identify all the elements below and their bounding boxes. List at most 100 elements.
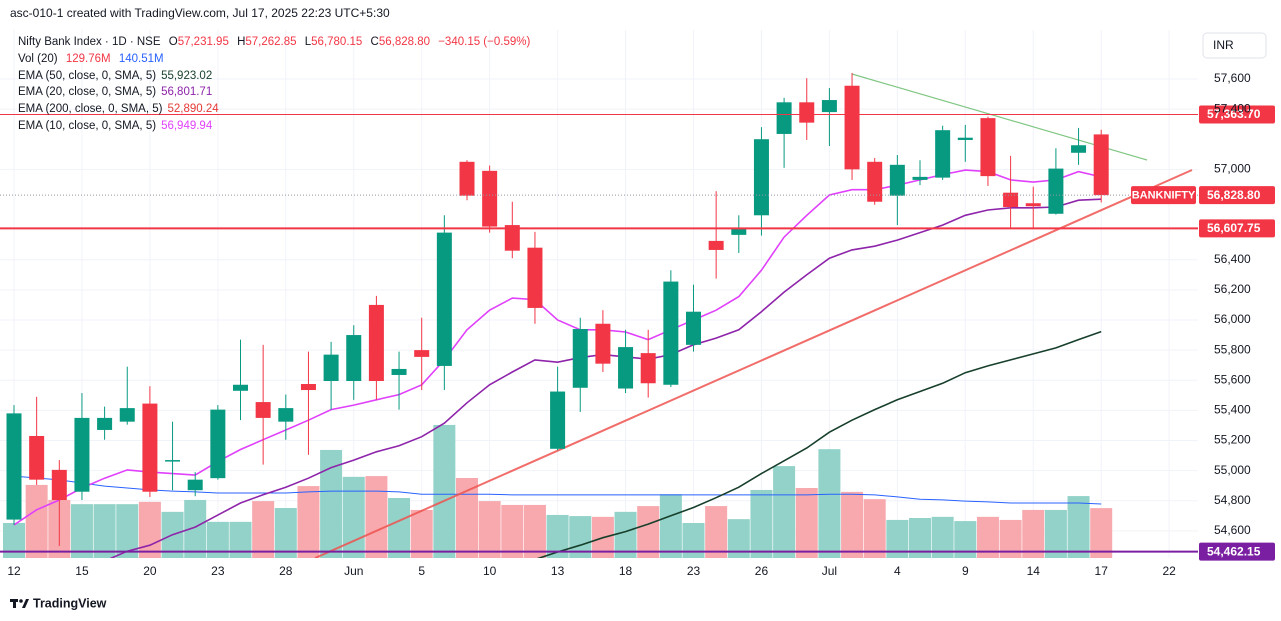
candle-body bbox=[708, 240, 724, 250]
change: −340.15 (−0.59%) bbox=[438, 36, 531, 48]
ohlc-value: 56,780.15 bbox=[311, 36, 363, 48]
x-tick-label: Jun bbox=[344, 564, 363, 578]
candle-body bbox=[391, 368, 407, 375]
volume-bar bbox=[886, 519, 909, 558]
volume-bar bbox=[410, 509, 433, 558]
currency[interactable]: INR bbox=[1213, 38, 1234, 52]
volume-bar bbox=[523, 504, 546, 558]
volume-bar bbox=[818, 449, 841, 558]
volume-bar bbox=[909, 518, 931, 558]
price-label-box bbox=[1199, 105, 1275, 124]
volume-bar bbox=[501, 504, 524, 558]
volume-bar bbox=[478, 501, 501, 558]
candle-body bbox=[731, 228, 747, 235]
candle-body bbox=[618, 347, 634, 389]
candle-body bbox=[1025, 203, 1041, 207]
y-tick-label: 56,200 bbox=[1214, 282, 1251, 296]
volume bbox=[3, 424, 1113, 558]
x-tick-label: Jul bbox=[822, 564, 837, 578]
x-tick-label: 9 bbox=[962, 564, 969, 578]
candle-body bbox=[1093, 134, 1109, 196]
candle-body bbox=[346, 335, 362, 381]
indicator-value: 56,801.71 bbox=[161, 86, 213, 99]
candle-body bbox=[210, 409, 226, 479]
volume-bar bbox=[1022, 509, 1045, 558]
price-label: 54,462.15 bbox=[1207, 544, 1261, 558]
x-tick-label: 14 bbox=[1027, 564, 1041, 578]
price-label-box bbox=[1199, 542, 1275, 561]
y-tick-label: 56,400 bbox=[1214, 252, 1251, 266]
candle-body bbox=[686, 311, 701, 345]
currency-box[interactable] bbox=[1202, 32, 1267, 59]
symbol-tag: BANKNIFTY bbox=[1132, 190, 1196, 202]
candle-body bbox=[957, 137, 973, 140]
volume-bar bbox=[614, 511, 637, 558]
candle-body bbox=[821, 100, 837, 113]
ohlc-key: H bbox=[237, 36, 246, 48]
x-tick-label: 12 bbox=[7, 564, 21, 578]
ohlc-key: C bbox=[370, 36, 379, 48]
volume-bar bbox=[750, 489, 773, 558]
candle-body bbox=[935, 130, 951, 178]
volume-bar bbox=[773, 466, 796, 558]
candle-body bbox=[119, 408, 135, 422]
price-label: 56,828.80 bbox=[1207, 188, 1261, 202]
indicator-name: EMA (10, close, 0, SMA, 5) bbox=[18, 119, 157, 132]
volume-bar bbox=[116, 504, 139, 558]
legend-row: EMA (50, close, 0, SMA, 5) 55,923.02 bbox=[18, 68, 530, 85]
symbol: Nifty Bank Index · 1D · NSE bbox=[18, 36, 161, 48]
volume-bar bbox=[206, 521, 229, 558]
y-tick-label: 55,600 bbox=[1214, 372, 1251, 386]
x-tick-label: 22 bbox=[1162, 564, 1176, 578]
candle-body bbox=[255, 402, 271, 418]
volume-bar bbox=[546, 514, 569, 558]
candle-body bbox=[1071, 145, 1087, 153]
volume-bar bbox=[931, 516, 954, 558]
price-label-box bbox=[1199, 219, 1275, 238]
ohlc-value: 56,828.80 bbox=[378, 36, 431, 48]
x-tick-label: 20 bbox=[143, 564, 157, 578]
volume-name: Vol (20) bbox=[18, 52, 58, 65]
volume-ma-value: 140.51M bbox=[118, 52, 164, 65]
candle-body bbox=[233, 384, 248, 391]
y-tick-label: 55,800 bbox=[1214, 342, 1251, 356]
candle-body bbox=[640, 353, 656, 384]
levels: 57,363.70 56,828.80 BANKNIFTY 56,607.75 54,4… bbox=[0, 105, 1275, 561]
volume-bar bbox=[274, 508, 297, 558]
indicator-name: EMA (200, close, 0, SMA, 5) bbox=[18, 103, 163, 116]
y-tick-label: 55,400 bbox=[1214, 403, 1251, 417]
candles bbox=[6, 72, 1109, 546]
candle-body bbox=[6, 413, 22, 520]
price-label-box bbox=[1199, 186, 1275, 205]
candle-body bbox=[436, 232, 452, 366]
candle-body bbox=[1003, 192, 1019, 208]
candle-body bbox=[550, 391, 566, 449]
candle-body bbox=[980, 118, 996, 177]
volume-bar bbox=[727, 519, 750, 558]
volume-bar bbox=[388, 498, 411, 558]
ema-line bbox=[536, 330, 1102, 558]
indicator-value: 52,890.24 bbox=[167, 103, 219, 116]
volume-bar bbox=[365, 476, 388, 558]
x-tick-label: 23 bbox=[687, 564, 701, 578]
price-label: 57,363.70 bbox=[1207, 107, 1261, 121]
candle-body bbox=[414, 350, 430, 357]
x-tick-label: 28 bbox=[279, 564, 293, 578]
volume-bar bbox=[138, 501, 161, 558]
candle-body bbox=[165, 460, 181, 462]
y-tick-label: 55,200 bbox=[1214, 433, 1251, 447]
x-tick-label: 4 bbox=[894, 564, 901, 578]
x-tick-label: 15 bbox=[75, 564, 89, 578]
y-tick-label: 57,600 bbox=[1214, 71, 1251, 85]
candle-body bbox=[527, 247, 543, 308]
volume-bar bbox=[795, 488, 818, 558]
volume-bar bbox=[705, 506, 728, 558]
volume-bar bbox=[999, 519, 1022, 558]
candle-body bbox=[323, 354, 339, 381]
volume-bar bbox=[93, 504, 116, 558]
volume-bar bbox=[433, 424, 456, 558]
ohlc-value: 57,262.85 bbox=[245, 36, 297, 48]
volume-bar bbox=[1090, 508, 1113, 558]
